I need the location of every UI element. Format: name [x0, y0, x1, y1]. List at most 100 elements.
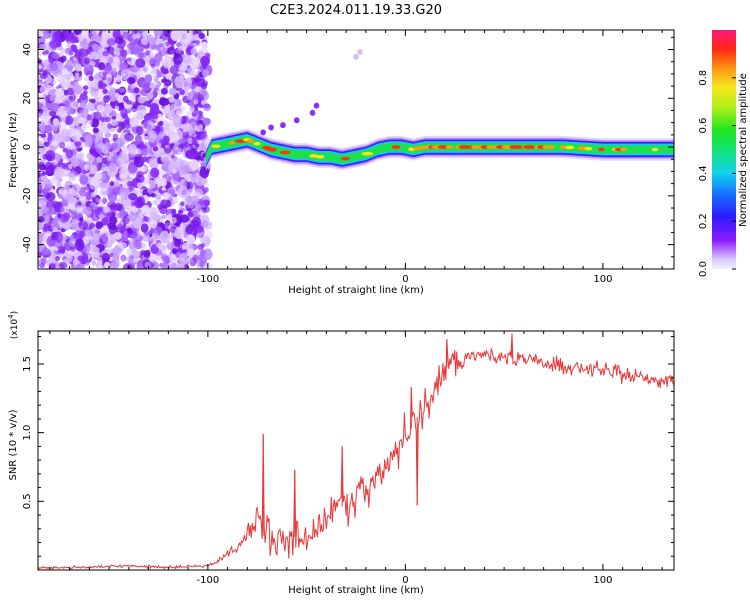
noise-blob	[185, 234, 196, 244]
spectrogram-x-axis-label: Height of straight line (km)	[288, 285, 424, 296]
noise-blob	[55, 256, 60, 262]
noise-blob	[131, 105, 137, 113]
noise-blob	[153, 30, 163, 37]
noise-blob	[149, 122, 155, 126]
noise-blob	[82, 235, 90, 245]
noise-blob	[185, 224, 194, 235]
noise-blob	[113, 231, 123, 240]
noise-blob	[195, 188, 204, 198]
noise-blob	[38, 51, 43, 57]
noise-blob	[132, 237, 141, 247]
noise-blob	[65, 149, 74, 159]
noise-blob	[70, 81, 75, 86]
noise-blob	[104, 106, 112, 114]
noise-blob	[71, 183, 81, 193]
noise-blob	[43, 187, 49, 193]
noise-blob	[152, 146, 159, 152]
spectrogram-y-axis-label: Frequency (Hz)	[8, 112, 19, 188]
noise-blob	[90, 98, 96, 104]
hot-spot	[252, 141, 261, 146]
noise-blob	[171, 248, 178, 255]
noise-blob	[89, 164, 98, 175]
noise-blob	[124, 132, 135, 142]
noise-blob	[38, 180, 44, 192]
noise-blob	[66, 59, 72, 67]
noise-blob	[52, 118, 60, 127]
noise-blob	[168, 162, 175, 171]
noise-blob	[84, 228, 93, 237]
noise-blob	[127, 228, 133, 234]
noise-blob	[38, 251, 43, 257]
noise-blob	[93, 172, 103, 180]
noise-blob	[161, 262, 171, 269]
noise-blob	[76, 98, 82, 103]
noise-blob	[84, 185, 89, 191]
x-tick-label: -100	[197, 274, 220, 285]
noise-blob	[200, 142, 205, 148]
noise-blob	[38, 216, 45, 223]
noise-blob	[102, 206, 111, 214]
noise-blob	[174, 75, 185, 89]
noise-blob	[189, 159, 200, 171]
noise-blob	[165, 199, 172, 208]
drift-dot	[293, 117, 300, 124]
noise-blob	[114, 36, 124, 45]
colorbar-ticks: 0.0 0.2 0.4 0.6 0.8	[698, 70, 736, 277]
noise-blob	[98, 213, 104, 220]
noise-blob	[145, 50, 151, 56]
x-tick-label: 0	[402, 575, 408, 586]
noise-blob	[156, 142, 162, 148]
noise-blob	[70, 128, 81, 141]
noise-blob	[39, 72, 48, 80]
noise-blob	[39, 85, 47, 94]
noise-blob	[84, 134, 93, 145]
noise-blob	[115, 75, 122, 83]
noise-blob	[46, 212, 51, 218]
noise-blob	[164, 222, 171, 229]
noise-blob	[192, 73, 197, 78]
noise-blob	[54, 231, 64, 243]
hot-spot	[437, 145, 450, 149]
noise-blob	[102, 88, 108, 95]
noise-blob	[126, 180, 133, 187]
noise-blob	[57, 246, 66, 253]
noise-blob	[70, 213, 77, 220]
noise-blob	[163, 79, 172, 87]
noise-blob	[168, 87, 177, 96]
hot-spot	[211, 144, 221, 149]
noise-blob	[185, 195, 192, 203]
noise-blob	[111, 142, 119, 150]
noise-blob	[187, 188, 193, 193]
noise-blob	[143, 119, 152, 130]
noise-blob	[203, 248, 213, 261]
noise-blob	[66, 253, 73, 263]
noise-blob	[57, 213, 62, 219]
noise-blob	[42, 225, 49, 233]
noise-blob	[173, 238, 181, 247]
noise-blob	[90, 34, 102, 43]
colorbar: 0.0 0.2 0.4 0.6 0.8 Normalized spectral ampl…	[698, 30, 749, 277]
noise-blob	[183, 82, 193, 91]
noise-blob	[76, 205, 83, 211]
noise-blob	[74, 140, 82, 147]
noise-blob	[74, 122, 79, 127]
noise-blob	[79, 174, 89, 185]
drift-dot	[353, 53, 359, 60]
noise-blob	[111, 115, 117, 120]
transition-blob	[185, 149, 200, 160]
noise-blob	[154, 53, 163, 63]
noise-blob	[101, 197, 108, 204]
noise-blob	[66, 87, 75, 96]
noise-blob	[115, 198, 121, 204]
noise-blob	[41, 171, 47, 176]
noise-blob	[149, 83, 155, 89]
noise-blob	[136, 30, 142, 33]
noise-blob	[64, 100, 70, 105]
noise-blob	[108, 216, 118, 225]
noise-blob	[194, 86, 200, 93]
noise-blob	[172, 149, 179, 155]
noise-blob	[71, 218, 78, 225]
noise-blob	[49, 62, 58, 72]
noise-blob	[182, 131, 190, 139]
